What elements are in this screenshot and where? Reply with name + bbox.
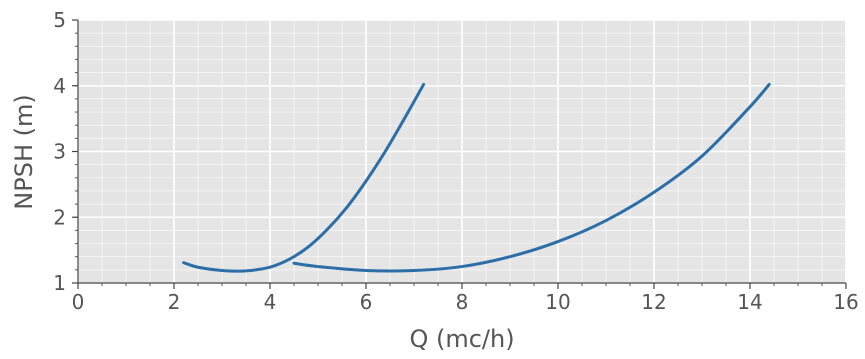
x-tick-label: 6 (360, 290, 373, 314)
y-tick-label: 3 (53, 140, 66, 164)
x-axis-label: Q (mc/h) (409, 325, 514, 353)
x-tick-label: 16 (833, 290, 858, 314)
x-tick-label: 12 (641, 290, 666, 314)
x-tick-label: 10 (545, 290, 570, 314)
y-tick-label: 4 (53, 74, 66, 98)
series-layer (182, 82, 771, 273)
x-tick-group: 0 2 4 6 8 10 12 14 16 (72, 283, 859, 314)
x-tick-label: 8 (456, 290, 469, 314)
x-tick-label: 4 (264, 290, 277, 314)
y-tick-label: 1 (53, 271, 66, 295)
x-tick-label: 0 (72, 290, 85, 314)
y-tick-label: 2 (53, 205, 66, 229)
series-line-2 (292, 82, 771, 273)
series-line-1 (182, 82, 426, 273)
x-tick-label: 2 (168, 290, 181, 314)
x-tick-label: 14 (737, 290, 762, 314)
y-tick-group: 1 2 3 4 5 (53, 8, 78, 295)
y-tick-label: 5 (53, 8, 66, 32)
y-axis-label: NPSH (m) (10, 94, 38, 209)
